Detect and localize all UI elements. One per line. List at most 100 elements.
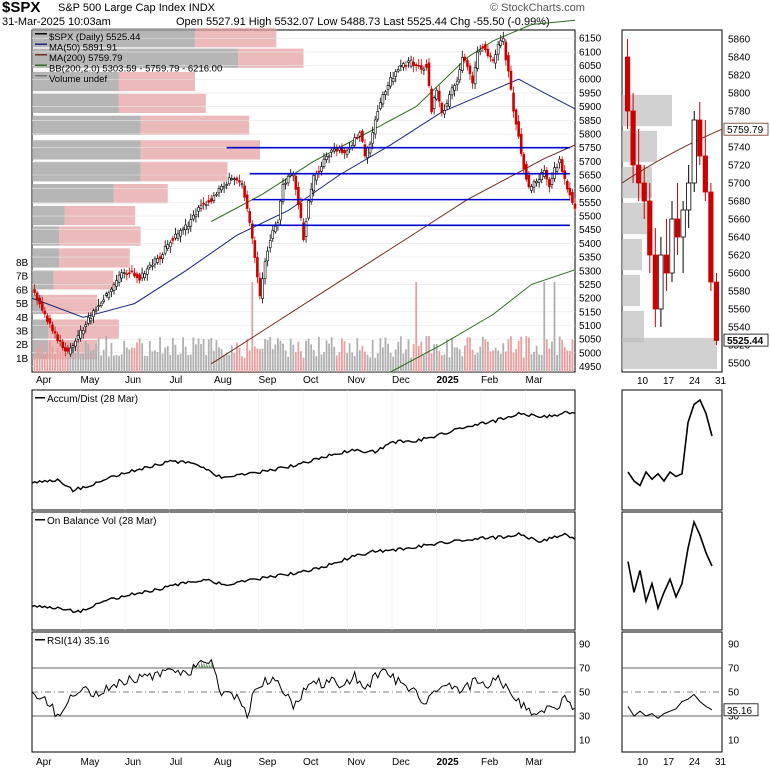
month-label: 2025: [437, 375, 460, 386]
volume-by-price-down-bar: [118, 71, 195, 92]
volume-bar: [102, 349, 105, 372]
volume-by-price-up-bar: [32, 28, 195, 48]
volume-tick-label: 4B: [16, 313, 29, 324]
candle-body: [327, 155, 331, 158]
volume-bar: [369, 357, 371, 372]
obv-line: [31, 531, 576, 614]
rsi-month-label: Sep: [259, 757, 277, 768]
zoom-price-tick: 5540: [728, 323, 751, 334]
volume-by-price-up-bar: [32, 115, 141, 135]
volume-bar: [551, 341, 553, 372]
volume-bar: [164, 347, 167, 372]
volume-bar: [410, 357, 412, 372]
candle-body: [151, 264, 154, 267]
month-label: Apr: [36, 375, 52, 386]
volume-bar: [438, 350, 441, 372]
volume-bar: [271, 349, 274, 372]
candle-body: [514, 109, 518, 125]
volume-bar: [453, 347, 456, 372]
volume-bar: [476, 352, 479, 372]
candle-body: [402, 63, 405, 68]
volume-bar: [246, 338, 249, 372]
candle-body: [381, 94, 385, 105]
candle-body: [197, 207, 200, 212]
candle-body: [430, 88, 433, 113]
zoom-accum-dist-line: [627, 398, 713, 487]
volume-bar: [84, 340, 87, 372]
rsi-tick-label: 70: [579, 664, 591, 675]
zoom-price-tick: 5680: [728, 197, 751, 208]
candle-body: [340, 147, 344, 153]
volume-bar: [223, 354, 225, 372]
volume-bar: [387, 343, 389, 372]
volume-bar: [148, 340, 151, 372]
header-brand[interactable]: © StockCharts.com: [490, 2, 585, 14]
candle-body: [99, 302, 103, 307]
volume-bar: [195, 344, 197, 372]
candle-body: [427, 62, 431, 86]
header-index-name: S&P 500 Large Cap Index: [58, 2, 186, 14]
volume-bar: [38, 346, 41, 372]
candle-body: [320, 166, 323, 172]
candle-body: [176, 233, 180, 239]
candle-body: [217, 187, 221, 194]
volume-bar: [458, 349, 461, 372]
candle-body: [463, 56, 467, 61]
candle-body: [481, 46, 485, 49]
volume-bar: [90, 350, 92, 372]
volume-bar: [330, 337, 333, 372]
candle-body: [522, 154, 526, 170]
price-tick-label: 5900: [579, 102, 602, 113]
zoom-candle-body: [641, 182, 647, 202]
volume-bar: [79, 354, 82, 372]
candle-body: [69, 347, 72, 355]
candle-body: [432, 97, 436, 109]
price-tick-label: 5750: [579, 143, 602, 154]
candle-body: [128, 272, 131, 275]
candle-body: [366, 147, 369, 159]
candle-body: [399, 65, 403, 67]
volume-bar: [238, 347, 241, 372]
candle-body: [58, 340, 62, 342]
volume-bar: [146, 355, 149, 372]
volume-bar: [346, 353, 348, 372]
candle-body: [174, 233, 177, 239]
price-tick-label: 5700: [579, 157, 602, 168]
volume-by-price-down-bar: [238, 48, 304, 68]
volume-by-price-down-bar: [113, 184, 168, 204]
candle-body: [110, 288, 113, 292]
accum-dist-swatch: [35, 397, 45, 399]
volume-bar: [307, 338, 310, 372]
volume-bar: [276, 338, 279, 372]
candle-body: [530, 186, 533, 191]
candle-body: [332, 148, 336, 152]
candle-body: [297, 187, 300, 205]
candle-body: [317, 170, 321, 173]
zoom-price-tick: 5560: [728, 305, 751, 316]
volume-bar: [504, 351, 507, 372]
volume-bar: [51, 346, 54, 372]
main-panel: 6150 6100 6050 6000 5950 5900 5850 5800 5750 5700…: [16, 19, 602, 386]
candle-body: [48, 318, 52, 324]
volume-bar: [466, 337, 469, 372]
volume-bar: [174, 344, 177, 372]
zoom-candle-body: [652, 254, 658, 310]
price-tick-label: 5100: [579, 321, 602, 332]
volume-bar: [315, 356, 318, 372]
rsi-month-label: Nov: [348, 757, 366, 768]
candle-body: [568, 188, 572, 196]
volume-bar: [471, 349, 474, 372]
volume-bar: [558, 336, 561, 372]
volume-bar: [484, 339, 487, 372]
candle-body: [112, 284, 116, 291]
legend-entry: $SPX (Daily) 5525.44: [49, 32, 140, 43]
volume-bar: [338, 351, 341, 372]
rsi-month-label: Mar: [526, 757, 544, 768]
volume-bar: [520, 336, 523, 372]
legend-entry: BB(200,2.0) 5303.59 - 5759.79 - 6216.00: [49, 64, 222, 75]
legend-swatch: [35, 33, 47, 35]
candle-body: [532, 181, 536, 188]
volume-bar: [435, 343, 438, 372]
volume-bar: [236, 342, 238, 372]
